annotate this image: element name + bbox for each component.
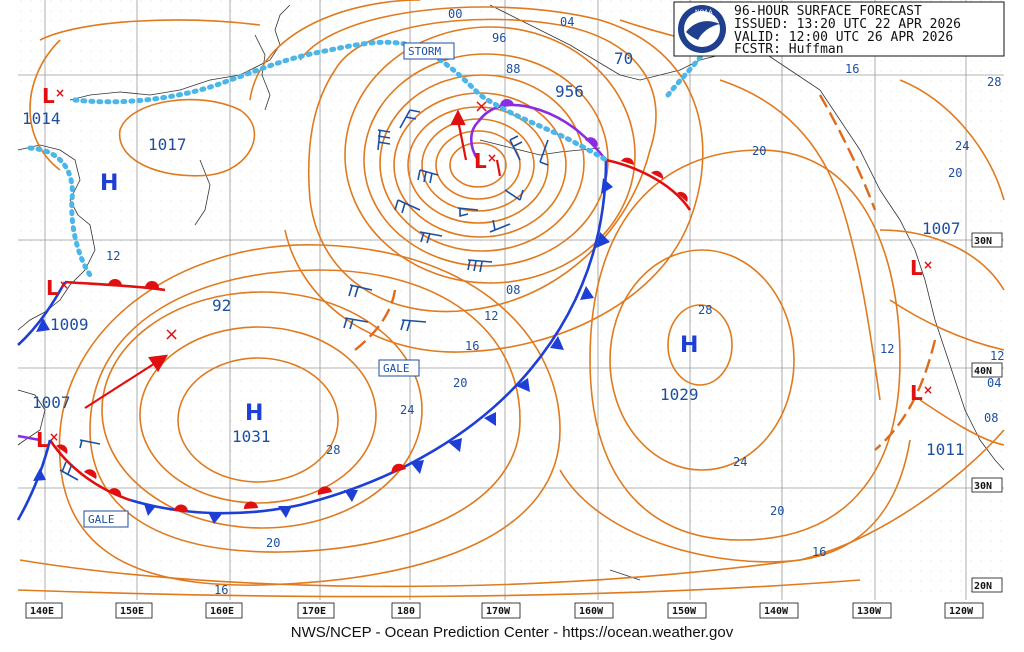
troughs: [354, 94, 937, 451]
isobar-label: 16: [214, 583, 228, 597]
pressure-value: 1014: [22, 109, 61, 128]
isobar-label: 20: [770, 504, 784, 518]
gale-warning-label: GALE: [88, 513, 115, 526]
lon-label: 170W: [486, 606, 511, 617]
forecast-position-mark: ×: [474, 96, 489, 117]
high-symbol: H: [100, 171, 118, 196]
low-symbol: L: [36, 428, 49, 452]
latitude-labels: 30N 40N 30N 20N: [971, 232, 1003, 593]
low-symbol: L: [910, 381, 923, 405]
high-symbol: H: [680, 333, 698, 358]
svg-text:NOAA: NOAA: [695, 9, 713, 16]
lat-label: 40N: [974, 366, 992, 377]
low-center-mark: ×: [49, 430, 59, 444]
wind-barbs: [59, 109, 549, 481]
high-symbol: H: [245, 401, 263, 426]
stationary-fronts-dotted: [27, 39, 705, 278]
low-symbol: L: [910, 256, 923, 280]
storm-warning-label: STORM: [408, 45, 441, 58]
isobar-label: 12: [880, 342, 894, 356]
lon-label: 130W: [857, 606, 882, 617]
map-background: [18, 0, 1004, 600]
pressure-centers: L × 1014 H 1017 L × 956 × L × 1009 1007 …: [22, 82, 965, 459]
low-symbol: L: [46, 276, 59, 300]
low-center-mark: ×: [55, 86, 65, 100]
low-symbol: L: [474, 149, 487, 173]
isobar-label: 12: [106, 249, 120, 263]
forecast-position-mark: ×: [164, 324, 179, 345]
isobars: [17, 0, 1005, 598]
isobar-label: 92: [212, 296, 231, 315]
lon-label: 160E: [210, 606, 234, 617]
isobar-label: 96: [492, 31, 506, 45]
lon-label: 180: [397, 606, 415, 617]
pressure-value: 1007: [32, 393, 71, 412]
low-center-mark: ×: [923, 258, 933, 272]
warm-front-main: [48, 157, 692, 512]
lat-label: 20N: [974, 581, 992, 592]
isobar-label: 16: [812, 545, 826, 559]
isobar-label: 16: [465, 339, 479, 353]
occluded-front: [17, 99, 608, 442]
isobar-label: 20: [752, 144, 766, 158]
low-center-mark: ×: [487, 151, 497, 165]
issued-time: ISSUED: 13:20 UTC 22 APR 2026: [734, 17, 961, 32]
isobar-label: 20: [948, 166, 962, 180]
noaa-logo-icon: NOAA: [678, 5, 726, 53]
lon-label: 160W: [579, 606, 604, 617]
isobar-label: 28: [326, 443, 340, 457]
lon-label: 150E: [120, 606, 144, 617]
low-center-mark: ×: [59, 278, 69, 292]
lon-label: 150W: [672, 606, 697, 617]
pressure-value: 1007: [922, 219, 961, 238]
isobar-labels: 00 04 96 88 70 16 20 24 20 12 08 12 16 2…: [106, 7, 1004, 597]
lon-label: 120W: [949, 606, 974, 617]
valid-time: VALID: 12:00 UTC 26 APR 2026: [734, 30, 953, 45]
isobar-label: 12: [484, 309, 498, 323]
isobar-label: 24: [400, 403, 414, 417]
gale-warning-label: GALE: [383, 362, 410, 375]
coastlines: [17, 4, 1005, 581]
isobar-label: 28: [987, 75, 1001, 89]
footer-credit: NWS/NCEP - Ocean Prediction Center - htt…: [290, 624, 734, 641]
lon-label: 170E: [302, 606, 326, 617]
isobar-label: 08: [984, 411, 998, 425]
storm-track-arrows: [84, 109, 502, 409]
west-fronts: [16, 279, 166, 521]
lon-label: 140W: [764, 606, 789, 617]
longitude-labels: 140E 150E 160E 170E 180 170W 160W 150W 1…: [18, 600, 1004, 622]
isobar-label: 70: [614, 49, 633, 68]
lon-label: 140E: [30, 606, 54, 617]
pressure-value: 1031: [232, 427, 271, 446]
forecaster: FCSTR: Huffman: [734, 42, 844, 57]
warning-labels: STORM GALE GALE: [83, 42, 455, 528]
isobar-label: 12: [990, 349, 1004, 363]
pressure-value: 1011: [926, 440, 965, 459]
isobar-label: 08: [506, 283, 520, 297]
isobar-label: 16: [845, 62, 859, 76]
isobar-label: 24: [733, 455, 747, 469]
pressure-value: 1017: [148, 135, 187, 154]
isobar-label: 00: [448, 7, 462, 21]
isobar-label: 24: [955, 139, 969, 153]
isobar-label: 28: [698, 303, 712, 317]
cold-front-main: [129, 159, 613, 524]
lat-label: 30N: [974, 236, 992, 247]
isobar-label: 20: [453, 376, 467, 390]
isobar-label: 04: [987, 376, 1001, 390]
pressure-value: 956: [555, 82, 584, 101]
isobar-label: 88: [506, 62, 520, 76]
isobar-label: 20: [266, 536, 280, 550]
isobar-label: 04: [560, 15, 574, 29]
forecast-header: NOAA 96-HOUR SURFACE FORECAST ISSUED: 13…: [673, 1, 1005, 57]
low-symbol: L: [42, 84, 55, 108]
pressure-value: 1029: [660, 385, 699, 404]
lat-label: 30N: [974, 481, 992, 492]
pressure-value: 1009: [50, 315, 89, 334]
forecast-title: 96-HOUR SURFACE FORECAST: [734, 4, 922, 19]
low-center-mark: ×: [923, 383, 933, 397]
